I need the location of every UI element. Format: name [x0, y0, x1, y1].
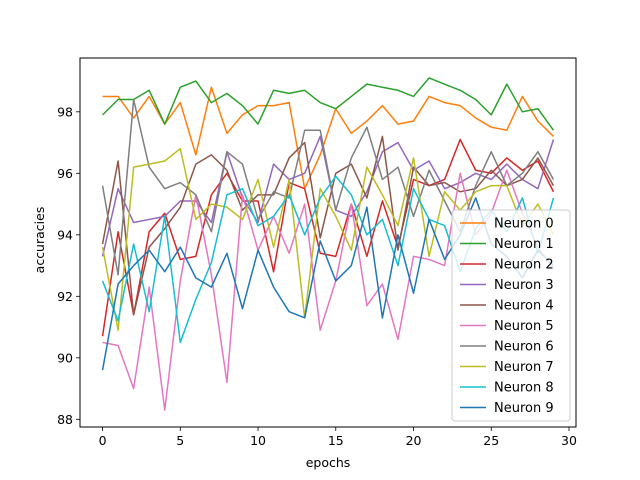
legend-label-neuron-2: Neuron 2	[494, 258, 554, 273]
y-tick-label: 92	[57, 289, 73, 304]
x-axis-ticks: 0 5 10 15 20 25 30	[99, 427, 577, 448]
x-axis-label: epochs	[306, 455, 351, 470]
series-line-neuron-1	[102, 77, 555, 131]
legend-label-neuron-1: Neuron 1	[494, 237, 554, 252]
legend-label-neuron-9: Neuron 9	[494, 401, 554, 416]
x-tick-label: 10	[250, 433, 266, 448]
series-lines	[101, 77, 555, 411]
y-tick-label: 90	[57, 350, 73, 365]
legend-label-neuron-4: Neuron 4	[494, 299, 554, 314]
x-tick-label: 30	[561, 433, 577, 448]
y-tick-label: 94	[57, 227, 73, 242]
series-line-neuron-4	[101, 135, 555, 316]
x-tick-label: 15	[328, 433, 344, 448]
legend-label-neuron-7: Neuron 7	[494, 360, 554, 375]
y-tick-label: 88	[57, 412, 73, 427]
legend-label-neuron-0: Neuron 0	[494, 217, 554, 232]
plot-frame	[79, 57, 577, 428]
y-tick-label: 96	[57, 166, 73, 181]
y-tick-label: 98	[57, 104, 73, 119]
y-axis-ticks: 88 90 92 94 96 98	[57, 104, 80, 427]
legend: Neuron 0 Neuron 1 Neuron 2 Neuron 3 Neuron 4…	[451, 209, 571, 422]
x-tick-label: 5	[176, 433, 184, 448]
x-tick-label: 25	[483, 433, 499, 448]
x-tick-label: 0	[99, 433, 107, 448]
series-line-neuron-7	[101, 147, 555, 331]
legend-label-neuron-3: Neuron 3	[494, 278, 554, 293]
x-tick-label: 20	[406, 433, 422, 448]
legend-label-neuron-6: Neuron 6	[494, 340, 554, 355]
legend-box	[451, 209, 571, 422]
y-axis-label: accuracies	[32, 207, 47, 274]
series-line-neuron-6	[101, 98, 555, 276]
series-line-neuron-0	[102, 86, 554, 190]
legend-label-neuron-5: Neuron 5	[494, 319, 554, 334]
series-line-neuron-9	[101, 197, 554, 371]
legend-label-neuron-8: Neuron 8	[494, 381, 554, 396]
